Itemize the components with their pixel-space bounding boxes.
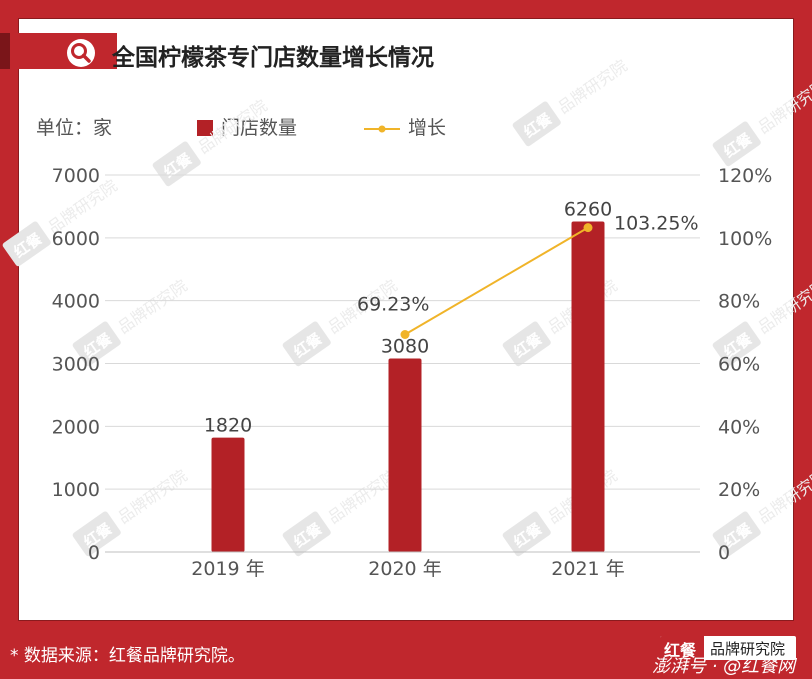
legend-bar-label: 门店数量 bbox=[221, 117, 298, 139]
y-right-tick-label: 80% bbox=[718, 291, 760, 313]
legend-line-swatch bbox=[364, 125, 400, 133]
y-left-tick-label: 1000 bbox=[52, 479, 100, 501]
x-tick-label: 2020 年 bbox=[368, 558, 441, 580]
chart-title: 全国柠檬茶专门店数量增长情况 bbox=[112, 45, 434, 71]
y-left-tick-label: 4000 bbox=[52, 291, 100, 313]
title-bar-dark-accent bbox=[0, 33, 10, 69]
y-left-tick-label: 6000 bbox=[52, 228, 100, 250]
y-right-tick-label: 100% bbox=[718, 228, 772, 250]
growth-point bbox=[400, 330, 410, 340]
footer-logo-mark bbox=[660, 636, 704, 660]
growth-data-label: 103.25% bbox=[614, 213, 699, 235]
bar bbox=[388, 358, 422, 552]
y-right-tick-label: 60% bbox=[718, 354, 760, 376]
legend-bar-swatch bbox=[197, 120, 213, 136]
bar-data-label: 3080 bbox=[381, 335, 429, 357]
growth-data-label: 69.23% bbox=[357, 294, 429, 316]
footer-logo-brand: 红餐 bbox=[664, 641, 697, 660]
footer-source-note: * 数据来源：红餐品牌研究院。 bbox=[10, 646, 245, 666]
y-right-tick-label: 120% bbox=[718, 165, 772, 187]
bar-data-label: 6260 bbox=[564, 198, 612, 220]
x-tick-label: 2019 年 bbox=[191, 558, 264, 580]
y-left-tick-label: 0 bbox=[88, 542, 100, 564]
bar bbox=[571, 221, 605, 552]
y-right-tick-label: 40% bbox=[718, 416, 760, 438]
growth-line bbox=[404, 226, 589, 336]
y-right-tick-label: 0 bbox=[718, 542, 730, 564]
source-credit: 澎湃号 · @红餐网 bbox=[652, 656, 796, 677]
bar-data-label: 1820 bbox=[204, 415, 252, 437]
title-bar-accent bbox=[0, 33, 117, 69]
x-tick-label: 2021 年 bbox=[551, 558, 624, 580]
y-left-tick-label: 2000 bbox=[52, 416, 100, 438]
bar bbox=[211, 437, 245, 552]
footer-logo-text: 品牌研究院 bbox=[710, 640, 786, 658]
y-right-tick-label: 20% bbox=[718, 479, 760, 501]
unit-label: 单位：家 bbox=[36, 117, 113, 139]
footer-logo: 红餐 品牌研究院 bbox=[660, 636, 796, 660]
y-left-tick-label: 7000 bbox=[52, 165, 100, 187]
growth-point bbox=[583, 223, 593, 233]
y-left-tick-label: 3000 bbox=[52, 354, 100, 376]
legend-line-label: 增长 bbox=[408, 117, 447, 139]
magnifier-icon bbox=[67, 39, 95, 67]
